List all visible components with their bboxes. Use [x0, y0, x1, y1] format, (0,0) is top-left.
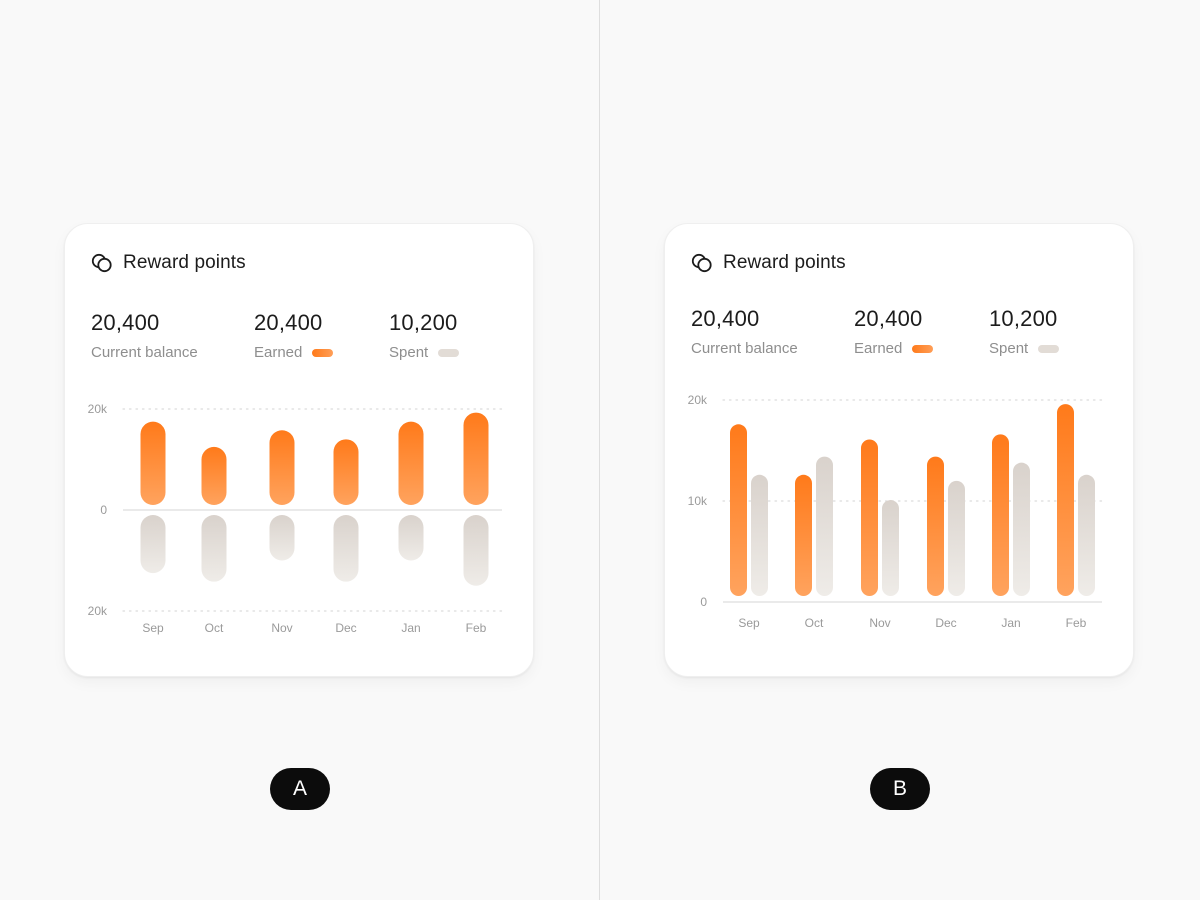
reward-points-card-a: Reward points 20,400 Current balance 20,… [64, 223, 534, 677]
earned-legend-swatch [312, 348, 334, 357]
stat-value: 20,400 [91, 310, 160, 335]
variant-badge-b: B [870, 768, 930, 810]
earned-bar [795, 474, 812, 596]
spent-bar [1078, 474, 1095, 596]
x-tick-label: Sep [738, 616, 760, 630]
spent-bar [201, 515, 227, 582]
earned-bar [927, 456, 944, 596]
x-tick-label: Jan [1001, 616, 1020, 630]
stat-spent: 10,200 Spent [389, 310, 460, 361]
spent-bar [140, 515, 166, 574]
earned-bar [201, 446, 227, 505]
x-tick-label: Jan [401, 621, 420, 635]
x-tick-label: Oct [205, 621, 224, 635]
stat-value: 20,400 [254, 310, 323, 335]
y-tick-label: 20k [88, 402, 108, 416]
earned-bar [269, 430, 295, 505]
spent-legend-swatch [438, 348, 460, 357]
y-tick-label: 20k [688, 393, 708, 407]
diverging-bar-chart: 20k 0 20k Sep Oct Nov Dec Jan Feb [88, 402, 503, 635]
earned-bar [992, 434, 1009, 596]
x-tick-label: Feb [466, 621, 487, 635]
x-tick-label: Dec [335, 621, 356, 635]
coins-icon [691, 253, 712, 273]
stat-label: Earned [854, 340, 903, 357]
earned-legend-swatch [912, 344, 934, 353]
stat-value: 10,200 [989, 306, 1058, 331]
spent-bar [751, 474, 768, 596]
panel-divider [599, 0, 600, 900]
card-title: Reward points [123, 252, 246, 273]
spent-bar [333, 515, 359, 582]
stat-earned: 20,400 Earned [854, 306, 934, 357]
y-tick-label: 0 [100, 503, 107, 517]
earned-bar [140, 421, 166, 505]
card-header: Reward points [91, 250, 246, 276]
y-tick-label: 10k [688, 494, 708, 508]
spent-legend-swatch [1038, 344, 1060, 353]
stat-current-balance: 20,400 Current balance [691, 306, 798, 357]
stat-current-balance: 20,400 Current balance [91, 310, 198, 361]
x-tick-label: Nov [271, 621, 292, 635]
y-tick-label: 20k [88, 604, 108, 618]
x-tick-label: Dec [935, 616, 956, 630]
stat-label: Spent [389, 344, 429, 361]
earned-bar [463, 412, 489, 505]
x-tick-label: Feb [1066, 616, 1087, 630]
spent-bar [816, 456, 833, 596]
earned-bar [1057, 404, 1074, 596]
x-tick-label: Sep [142, 621, 164, 635]
spent-bar [269, 515, 295, 561]
stat-label: Current balance [691, 340, 798, 357]
stat-earned: 20,400 Earned [254, 310, 334, 361]
earned-bar [398, 421, 424, 505]
variant-badge-a: A [270, 768, 330, 810]
x-tick-label: Oct [805, 616, 824, 630]
spent-bar [948, 480, 965, 596]
earned-bar [861, 439, 878, 596]
card-title: Reward points [723, 252, 846, 273]
coins-icon [91, 253, 112, 273]
spent-bar [398, 515, 424, 561]
spent-bar [882, 500, 899, 596]
earned-bar [333, 439, 359, 505]
stat-label: Current balance [91, 344, 198, 361]
x-tick-label: Nov [869, 616, 890, 630]
spent-bar [1013, 462, 1030, 596]
stat-spent: 10,200 Spent [989, 306, 1060, 357]
reward-points-card-b: Reward points 20,400 Current balance 20,… [664, 223, 1134, 677]
grouped-bar-chart: 20k 10k 0 Sep Oct Nov Dec Jan Feb [688, 393, 1103, 630]
stat-label: Spent [989, 340, 1029, 357]
stat-value: 10,200 [389, 310, 458, 335]
y-tick-label: 0 [700, 595, 707, 609]
stat-value: 20,400 [691, 306, 760, 331]
stat-label: Earned [254, 344, 303, 361]
earned-bar [730, 424, 747, 596]
stat-value: 20,400 [854, 306, 923, 331]
card-header: Reward points [691, 250, 846, 276]
spent-bar [463, 515, 489, 586]
